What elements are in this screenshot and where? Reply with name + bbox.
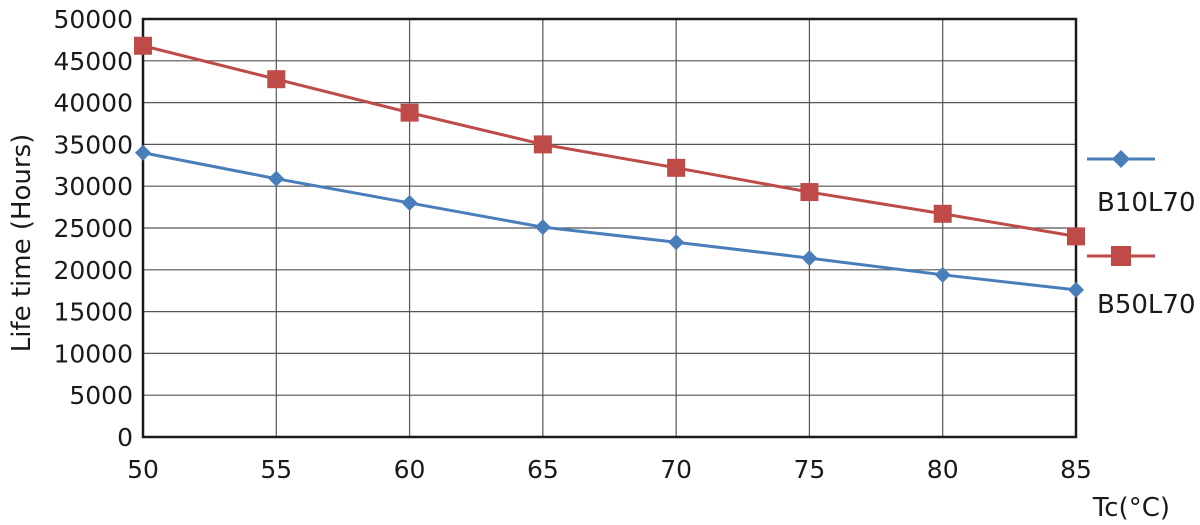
x-tick-label: 55: [260, 455, 292, 484]
data-point-b50l70: [533, 135, 552, 154]
x-tick-label: 85: [1060, 455, 1092, 484]
y-axis-title: Life time (Hours): [7, 134, 37, 353]
series-line-b10l70: [142, 151, 1077, 292]
y-tick-label: 5000: [69, 381, 133, 410]
legend-marker-b50l70: [1111, 246, 1131, 266]
series-b50l70: [134, 36, 1085, 246]
data-point-b10l70: [534, 219, 551, 236]
y-axis-ticks: 0 5000 10000 15000 20000 25000 30000 35000 40000…: [53, 5, 133, 452]
data-point-b50l70: [267, 70, 286, 89]
y-tick-label: 10000: [53, 339, 133, 368]
x-axis-title: Tc(°C): [1092, 493, 1170, 523]
x-tick-label: 50: [127, 455, 159, 484]
y-tick-label: 15000: [53, 298, 133, 327]
y-tick-label: 35000: [53, 130, 133, 159]
x-tick-label: 70: [660, 455, 692, 484]
y-tick-label: 20000: [53, 256, 133, 285]
data-point-b50l70: [667, 158, 686, 177]
legend-label-b10l70: B10L70: [1097, 188, 1196, 218]
y-tick-label: 25000: [53, 214, 133, 243]
data-point-b50l70: [134, 36, 152, 55]
legend-label-b50l70: B50L70: [1097, 290, 1196, 320]
series-line-b50l70: [142, 44, 1077, 238]
data-point-b10l70: [1068, 281, 1084, 298]
x-axis-ticks: 50 55 60 65 70 75 80 85: [127, 455, 1092, 484]
x-tick-label: 80: [927, 455, 959, 484]
x-tick-label: 75: [794, 455, 826, 484]
data-point-b10l70: [268, 170, 285, 187]
legend: B10L70 B50L70: [1087, 150, 1196, 320]
data-point-b50l70: [800, 183, 819, 202]
series-b10l70: [135, 144, 1084, 298]
y-tick-label: 30000: [53, 172, 133, 201]
data-point-b50l70: [400, 103, 419, 122]
data-point-b50l70: [1067, 227, 1085, 246]
y-tick-label: 0: [117, 423, 133, 452]
x-tick-label: 65: [527, 455, 559, 484]
y-tick-label: 50000: [53, 5, 133, 34]
x-tick-label: 60: [394, 455, 426, 484]
y-tick-label: 45000: [53, 47, 133, 76]
data-point-b50l70: [933, 204, 952, 223]
data-point-b10l70: [668, 234, 685, 251]
data-point-b10l70: [934, 266, 951, 283]
data-point-b10l70: [135, 144, 151, 161]
legend-marker-b10l70: [1112, 150, 1130, 168]
data-point-b10l70: [801, 250, 818, 267]
data-point-b10l70: [401, 194, 418, 211]
y-tick-label: 40000: [53, 89, 133, 118]
series-layer: [134, 36, 1085, 298]
